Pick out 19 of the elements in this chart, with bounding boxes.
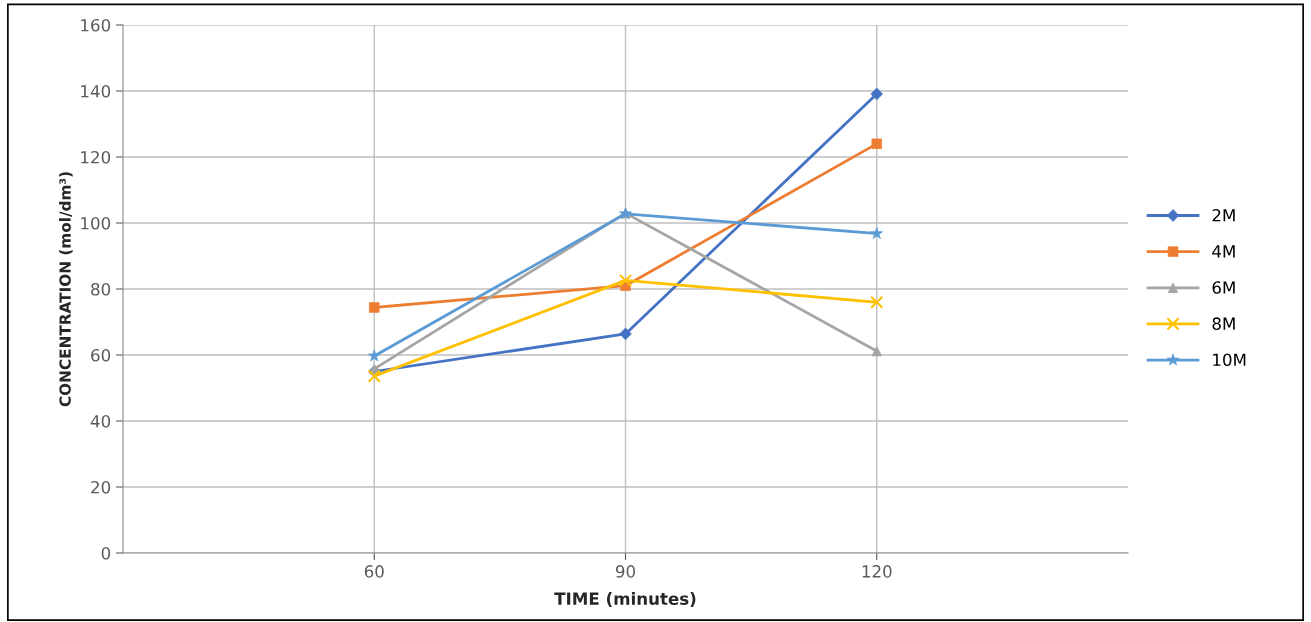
y-axis-title: CONCENTRATION (mol/dm³) [59, 172, 73, 407]
y-tick-label: 80 [91, 282, 111, 296]
x-axis-title: TIME (minutes) [554, 592, 696, 607]
x-tick-label: 120 [862, 565, 892, 578]
legend-label: 10M [1213, 353, 1246, 367]
legend-label: 6M [1212, 281, 1235, 294]
y-tick-label: 160 [81, 18, 111, 32]
legend-label: 4M [1212, 245, 1235, 258]
y-tick-label: 0 [101, 546, 111, 560]
y-tick-label: 140 [81, 84, 111, 98]
y-tick-label: 40 [90, 414, 111, 428]
y-tick-label: 100 [81, 216, 111, 230]
legend-label: 8M [1212, 317, 1235, 330]
x-tick-label: 90 [615, 565, 635, 578]
legend-label: 2M [1212, 208, 1235, 222]
x-tick-label: 60 [364, 565, 384, 578]
y-tick-label: 120 [81, 150, 111, 164]
y-tick-label: 60 [91, 348, 111, 362]
y-tick-label: 20 [91, 480, 111, 494]
